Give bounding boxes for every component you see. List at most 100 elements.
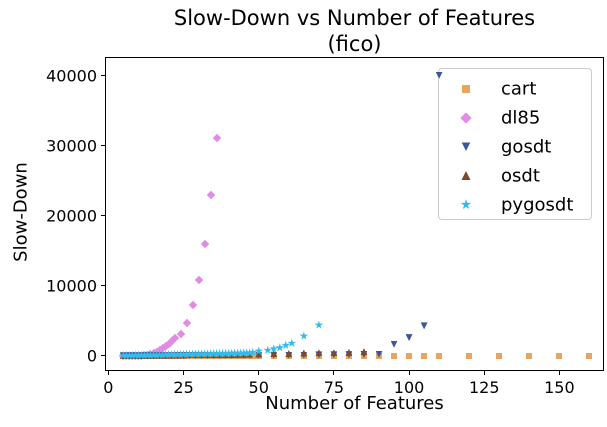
pygosdt-point bbox=[119, 350, 128, 360]
chart-title-line2: (fico) bbox=[327, 32, 382, 56]
legend-item-osdt: osdt bbox=[439, 161, 591, 190]
dl85-point bbox=[182, 318, 191, 328]
pygosdt-point bbox=[263, 345, 273, 354]
pygosdt-point bbox=[149, 350, 158, 359]
osdt-point bbox=[315, 349, 323, 357]
y-tick-label: 10000 bbox=[46, 276, 97, 296]
y-tick-label: 30000 bbox=[46, 136, 97, 156]
y-tick-label: 40000 bbox=[46, 66, 97, 86]
cart-point bbox=[231, 352, 238, 359]
y-tick-label: 0 bbox=[86, 346, 97, 366]
legend: cart dl85 gosdt osdt pygosdt bbox=[438, 68, 592, 220]
pygosdt-point bbox=[269, 344, 279, 353]
pygosdt-point bbox=[245, 348, 255, 357]
pygosdt-point bbox=[167, 350, 176, 359]
pygosdt-point bbox=[140, 350, 149, 359]
pygosdt-point bbox=[218, 348, 227, 358]
x-tick bbox=[558, 371, 560, 375]
chart-title: Slow-Down vs Number of Features (fico) bbox=[106, 5, 603, 57]
y-tick bbox=[101, 355, 105, 357]
pygosdt-point bbox=[131, 350, 140, 359]
cart-point bbox=[225, 352, 232, 359]
osdt-point bbox=[330, 349, 338, 357]
cart-point bbox=[391, 352, 398, 359]
pygosdt-point bbox=[143, 350, 152, 359]
pygosdt-point bbox=[173, 349, 182, 359]
pygosdt-point bbox=[146, 350, 155, 359]
pygosdt-point bbox=[227, 348, 236, 357]
pygosdt-point bbox=[194, 349, 203, 358]
pygosdt-point bbox=[206, 349, 215, 358]
cart-point bbox=[406, 352, 413, 359]
pygosdt-point bbox=[281, 340, 291, 349]
pygosdt-point bbox=[152, 350, 161, 359]
y-tick bbox=[101, 145, 105, 147]
pygosdt-point bbox=[242, 348, 252, 357]
pygosdt-point bbox=[212, 349, 221, 358]
x-tick bbox=[483, 371, 485, 375]
osdt-point bbox=[285, 349, 293, 357]
osdt-point bbox=[345, 348, 353, 356]
pygosdt-point bbox=[128, 350, 137, 360]
pygosdt-point bbox=[176, 349, 185, 359]
pygosdt-point bbox=[224, 348, 233, 357]
pygosdt-point bbox=[179, 349, 188, 359]
dl85-point bbox=[194, 276, 203, 285]
osdt-legend-marker-icon bbox=[461, 171, 471, 180]
pygosdt-point bbox=[221, 348, 230, 358]
gosdt-point bbox=[390, 340, 398, 348]
cart-point bbox=[421, 352, 428, 359]
pygosdt-point bbox=[191, 349, 200, 358]
pygosdt-point bbox=[200, 349, 209, 358]
gosdt-legend-marker-icon bbox=[461, 142, 471, 151]
pygosdt-point bbox=[314, 320, 324, 329]
osdt-point bbox=[270, 350, 278, 358]
gosdt-point bbox=[375, 350, 383, 358]
x-axis-label: Number of Features bbox=[265, 393, 444, 414]
x-tick-label: 0 bbox=[103, 378, 114, 397]
gosdt-point bbox=[420, 322, 428, 330]
x-tick-label: 100 bbox=[393, 378, 425, 397]
pygosdt-point bbox=[254, 346, 264, 355]
dl85-point bbox=[188, 300, 197, 310]
pygosdt-point bbox=[230, 348, 239, 357]
cart-legend-marker-icon bbox=[462, 84, 470, 93]
legend-label-pygosdt: pygosdt bbox=[501, 194, 574, 215]
pygosdt-point bbox=[158, 350, 167, 359]
x-tick-label: 25 bbox=[173, 378, 194, 397]
pygosdt-point bbox=[125, 350, 134, 360]
legend-item-dl85: dl85 bbox=[439, 103, 591, 132]
cart-point bbox=[556, 352, 563, 359]
pygosdt-point bbox=[287, 338, 297, 347]
pygosdt-point bbox=[236, 348, 246, 357]
legend-item-gosdt: gosdt bbox=[439, 132, 591, 161]
chart-title-line1: Slow-Down vs Number of Features bbox=[173, 6, 536, 30]
gosdt-point bbox=[405, 334, 413, 342]
pygosdt-point bbox=[137, 350, 146, 359]
pygosdt-point bbox=[161, 350, 170, 359]
osdt-point bbox=[300, 349, 308, 357]
legend-label-osdt: osdt bbox=[501, 165, 540, 186]
pygosdt-point bbox=[233, 348, 243, 357]
cart-point bbox=[195, 352, 202, 359]
pygosdt-point bbox=[122, 350, 131, 360]
x-tick bbox=[183, 371, 185, 375]
pygosdt-point bbox=[182, 349, 191, 358]
y-tick bbox=[101, 215, 105, 217]
cart-point bbox=[496, 352, 503, 359]
pygosdt-point bbox=[299, 331, 309, 340]
pygosdt-point bbox=[248, 347, 258, 357]
osdt-point bbox=[255, 350, 263, 358]
cart-point bbox=[237, 352, 244, 359]
pygosdt-point bbox=[185, 349, 194, 358]
legend-label-gosdt: gosdt bbox=[501, 136, 552, 157]
x-tick-label: 50 bbox=[248, 378, 269, 397]
x-tick-label: 125 bbox=[468, 378, 500, 397]
y-tick bbox=[101, 285, 105, 287]
x-tick bbox=[333, 371, 335, 375]
pygosdt-point bbox=[203, 349, 212, 358]
y-axis-label: Slow-Down bbox=[10, 162, 32, 262]
gosdt-point bbox=[435, 71, 443, 79]
dl85-legend-marker-icon bbox=[460, 111, 472, 124]
